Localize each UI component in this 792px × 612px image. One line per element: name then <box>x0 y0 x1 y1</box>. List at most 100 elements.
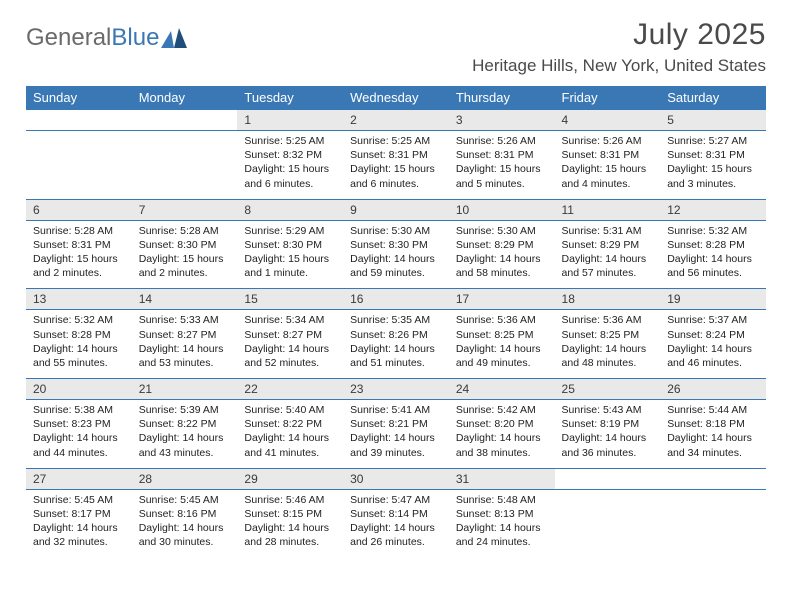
day-number-cell: 14 <box>132 289 238 310</box>
day-number-cell: 29 <box>237 468 343 489</box>
sunrise-text: Sunrise: 5:42 AM <box>456 403 548 417</box>
sunset-text: Sunset: 8:31 PM <box>667 148 759 162</box>
sunrise-text: Sunrise: 5:25 AM <box>350 134 442 148</box>
daylight-text-2: and 30 minutes. <box>139 535 231 549</box>
daylight-text-2: and 48 minutes. <box>562 356 654 370</box>
sunset-text: Sunset: 8:17 PM <box>33 507 125 521</box>
daylight-text-1: Daylight: 14 hours <box>244 431 336 445</box>
day-number-cell <box>555 468 661 489</box>
sunset-text: Sunset: 8:31 PM <box>350 148 442 162</box>
sunset-text: Sunset: 8:31 PM <box>456 148 548 162</box>
day-detail-cell: Sunrise: 5:44 AMSunset: 8:18 PMDaylight:… <box>660 400 766 469</box>
daylight-text-2: and 43 minutes. <box>139 446 231 460</box>
day-detail-cell: Sunrise: 5:30 AMSunset: 8:30 PMDaylight:… <box>343 220 449 289</box>
sunrise-text: Sunrise: 5:32 AM <box>33 313 125 327</box>
day-detail-cell <box>26 131 132 200</box>
daylight-text-1: Daylight: 14 hours <box>244 342 336 356</box>
sunset-text: Sunset: 8:21 PM <box>350 417 442 431</box>
daylight-text-2: and 57 minutes. <box>562 266 654 280</box>
daylight-text-2: and 41 minutes. <box>244 446 336 460</box>
day-number-cell: 28 <box>132 468 238 489</box>
day-detail-cell: Sunrise: 5:48 AMSunset: 8:13 PMDaylight:… <box>449 489 555 557</box>
logo-mark-icon <box>161 28 187 48</box>
detail-row: Sunrise: 5:32 AMSunset: 8:28 PMDaylight:… <box>26 310 766 379</box>
sunrise-text: Sunrise: 5:34 AM <box>244 313 336 327</box>
day-detail-cell: Sunrise: 5:43 AMSunset: 8:19 PMDaylight:… <box>555 400 661 469</box>
logo: GeneralBlue <box>26 24 187 52</box>
day-detail-cell: Sunrise: 5:45 AMSunset: 8:16 PMDaylight:… <box>132 489 238 557</box>
day-detail-cell: Sunrise: 5:32 AMSunset: 8:28 PMDaylight:… <box>26 310 132 379</box>
daylight-text-1: Daylight: 14 hours <box>667 252 759 266</box>
day-number-cell: 5 <box>660 110 766 131</box>
daylight-text-2: and 53 minutes. <box>139 356 231 370</box>
sunrise-text: Sunrise: 5:47 AM <box>350 493 442 507</box>
sunset-text: Sunset: 8:32 PM <box>244 148 336 162</box>
sunrise-text: Sunrise: 5:33 AM <box>139 313 231 327</box>
sunset-text: Sunset: 8:30 PM <box>244 238 336 252</box>
daylight-text-1: Daylight: 15 hours <box>456 162 548 176</box>
daylight-text-2: and 5 minutes. <box>456 177 548 191</box>
daylight-text-2: and 59 minutes. <box>350 266 442 280</box>
sunset-text: Sunset: 8:22 PM <box>244 417 336 431</box>
daylight-text-1: Daylight: 14 hours <box>350 521 442 535</box>
sunset-text: Sunset: 8:15 PM <box>244 507 336 521</box>
day-number-cell: 16 <box>343 289 449 310</box>
day-number-cell <box>660 468 766 489</box>
daynum-row: 13141516171819 <box>26 289 766 310</box>
daylight-text-1: Daylight: 14 hours <box>562 342 654 356</box>
sunset-text: Sunset: 8:30 PM <box>139 238 231 252</box>
sunset-text: Sunset: 8:24 PM <box>667 328 759 342</box>
sunset-text: Sunset: 8:23 PM <box>33 417 125 431</box>
day-number-cell: 4 <box>555 110 661 131</box>
sunset-text: Sunset: 8:29 PM <box>456 238 548 252</box>
sunrise-text: Sunrise: 5:28 AM <box>139 224 231 238</box>
title-block: July 2025 Heritage Hills, New York, Unit… <box>472 18 766 76</box>
sunset-text: Sunset: 8:31 PM <box>33 238 125 252</box>
day-detail-cell <box>555 489 661 557</box>
day-number-cell: 1 <box>237 110 343 131</box>
day-detail-cell: Sunrise: 5:39 AMSunset: 8:22 PMDaylight:… <box>132 400 238 469</box>
sunrise-text: Sunrise: 5:30 AM <box>456 224 548 238</box>
daylight-text-2: and 26 minutes. <box>350 535 442 549</box>
sunrise-text: Sunrise: 5:43 AM <box>562 403 654 417</box>
dayname: Tuesday <box>237 86 343 110</box>
day-number-cell: 3 <box>449 110 555 131</box>
day-detail-cell: Sunrise: 5:37 AMSunset: 8:24 PMDaylight:… <box>660 310 766 379</box>
daylight-text-2: and 49 minutes. <box>456 356 548 370</box>
daylight-text-2: and 46 minutes. <box>667 356 759 370</box>
day-detail-cell: Sunrise: 5:34 AMSunset: 8:27 PMDaylight:… <box>237 310 343 379</box>
daylight-text-2: and 52 minutes. <box>244 356 336 370</box>
daylight-text-1: Daylight: 15 hours <box>244 162 336 176</box>
daylight-text-2: and 58 minutes. <box>456 266 548 280</box>
logo-text-1: General <box>26 24 111 52</box>
detail-row: Sunrise: 5:28 AMSunset: 8:31 PMDaylight:… <box>26 220 766 289</box>
daylight-text-2: and 36 minutes. <box>562 446 654 460</box>
day-number-cell: 10 <box>449 199 555 220</box>
day-number-cell: 11 <box>555 199 661 220</box>
daylight-text-2: and 44 minutes. <box>33 446 125 460</box>
sunrise-text: Sunrise: 5:25 AM <box>244 134 336 148</box>
daylight-text-1: Daylight: 14 hours <box>139 342 231 356</box>
sunrise-text: Sunrise: 5:28 AM <box>33 224 125 238</box>
detail-row: Sunrise: 5:38 AMSunset: 8:23 PMDaylight:… <box>26 400 766 469</box>
daylight-text-1: Daylight: 14 hours <box>562 431 654 445</box>
daylight-text-1: Daylight: 14 hours <box>244 521 336 535</box>
day-number-cell: 12 <box>660 199 766 220</box>
day-number-cell: 25 <box>555 379 661 400</box>
sunrise-text: Sunrise: 5:26 AM <box>562 134 654 148</box>
sunset-text: Sunset: 8:20 PM <box>456 417 548 431</box>
sunset-text: Sunset: 8:30 PM <box>350 238 442 252</box>
sunset-text: Sunset: 8:27 PM <box>139 328 231 342</box>
day-detail-cell: Sunrise: 5:28 AMSunset: 8:30 PMDaylight:… <box>132 220 238 289</box>
day-number-cell: 7 <box>132 199 238 220</box>
sunrise-text: Sunrise: 5:48 AM <box>456 493 548 507</box>
day-number-cell: 24 <box>449 379 555 400</box>
day-number-cell: 27 <box>26 468 132 489</box>
day-number-cell: 19 <box>660 289 766 310</box>
daylight-text-1: Daylight: 14 hours <box>350 431 442 445</box>
sunrise-text: Sunrise: 5:27 AM <box>667 134 759 148</box>
dayname: Thursday <box>449 86 555 110</box>
month-title: July 2025 <box>472 18 766 52</box>
detail-row: Sunrise: 5:25 AMSunset: 8:32 PMDaylight:… <box>26 131 766 200</box>
day-number-cell: 21 <box>132 379 238 400</box>
